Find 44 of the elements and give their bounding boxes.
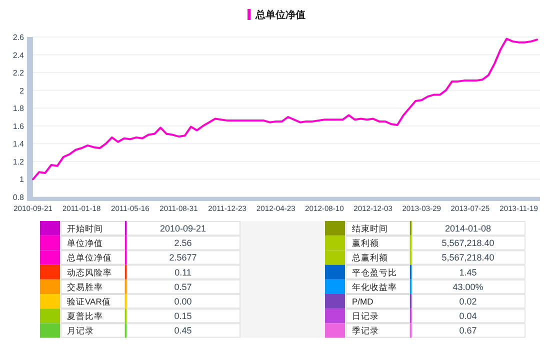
category-label: 赢利额 bbox=[352, 238, 379, 248]
category-label: 交易胜率 bbox=[67, 282, 103, 292]
category-label: 开始时间 bbox=[67, 224, 103, 234]
text: 0.15 bbox=[174, 311, 192, 322]
category-label: 总赢利额 bbox=[351, 252, 388, 263]
text: 0.00 bbox=[174, 296, 192, 306]
y-tick-label: 2 bbox=[20, 86, 25, 96]
category-label: 月记录 bbox=[67, 326, 94, 336]
text: 2.5677 bbox=[169, 252, 197, 263]
text: 0.57 bbox=[174, 282, 192, 292]
text: 2014-01-08 bbox=[444, 224, 492, 234]
text: 5,567,218.40 bbox=[442, 238, 494, 248]
text: 1.45 bbox=[459, 267, 477, 278]
y-tick-label: 1.6 bbox=[12, 122, 25, 131]
category-label: 动态风险率 bbox=[67, 267, 112, 278]
category-label: P/MD bbox=[352, 296, 374, 306]
category-label: 结束时间 bbox=[352, 224, 388, 234]
y-tick-label: 1.8 bbox=[12, 104, 25, 114]
category-label: 总单位净值 bbox=[66, 252, 112, 263]
y-tick-label: 2.2 bbox=[12, 68, 25, 78]
category-label: 年化收益率 bbox=[352, 282, 397, 292]
text: 0.45 bbox=[174, 326, 192, 336]
text: 2010-09-21 bbox=[160, 224, 206, 234]
legend-label: 总单位净值 bbox=[254, 9, 306, 21]
y-tick-label: 1.2 bbox=[12, 157, 25, 166]
category-label: 日记录 bbox=[352, 311, 379, 322]
category-label: 单位净值 bbox=[67, 238, 103, 248]
y-tick-label: 0.8 bbox=[12, 193, 25, 202]
y-tick-label: 1.4 bbox=[12, 140, 25, 149]
text: 0.11 bbox=[174, 267, 192, 278]
text: 0.67 bbox=[459, 326, 477, 336]
y-tick-label: 2.6 bbox=[12, 33, 25, 42]
text: 5,567,218.40 bbox=[442, 252, 494, 263]
text: 0.02 bbox=[459, 296, 477, 306]
y-tick-label: 1 bbox=[20, 175, 25, 184]
y-tick-label: 2.4 bbox=[12, 50, 25, 60]
category-label: 夏普比率 bbox=[67, 311, 103, 322]
text: 2.56 bbox=[174, 238, 192, 248]
category-label: 季记录 bbox=[352, 326, 379, 336]
line-series bbox=[32, 38, 538, 180]
category-label: 平仓盈亏比 bbox=[352, 267, 397, 278]
text: 43.00% bbox=[452, 282, 484, 292]
text: 0.04 bbox=[459, 311, 477, 322]
category-label: 验证VAR值 bbox=[67, 296, 111, 306]
